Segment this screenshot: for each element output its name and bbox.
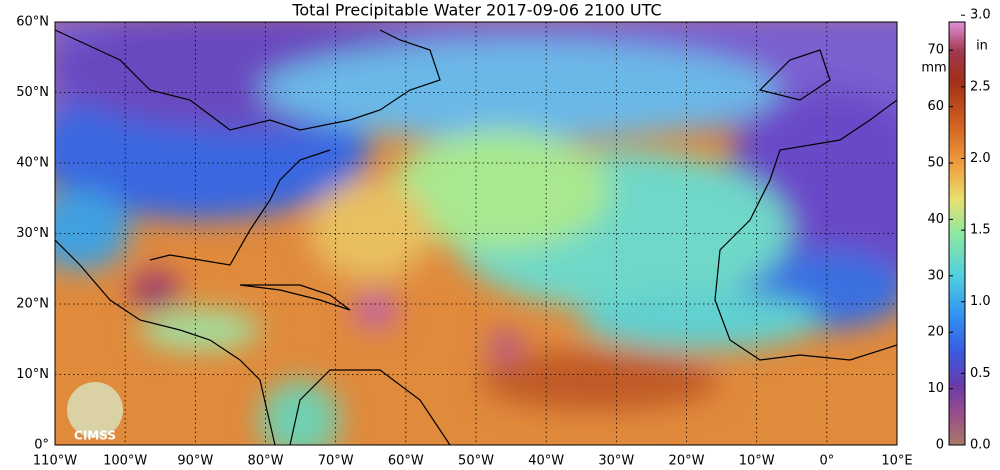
longitude-label: 60°W xyxy=(388,454,424,469)
mm-tick-label: 10 xyxy=(927,381,944,396)
mm-tick-label: 60 xyxy=(927,99,944,114)
logo-text: CIMSS xyxy=(74,429,116,443)
map-frame xyxy=(54,21,898,446)
coastlines xyxy=(55,29,897,445)
longitude-label: 90°W xyxy=(177,454,213,469)
longitude-label: 10°E xyxy=(881,454,912,469)
longitude-label: 100°W xyxy=(103,454,147,469)
mm-tick-label: 50 xyxy=(927,156,944,171)
in-tick-label: 3.0 xyxy=(970,8,991,23)
mm-tick-label: 70 xyxy=(927,43,944,58)
mm-tick-label: 20 xyxy=(927,325,944,340)
latitude-label: 30°N xyxy=(16,226,49,241)
longitude-label: 110°W xyxy=(33,454,77,469)
mm-tick-label: 40 xyxy=(927,212,944,227)
colorbar xyxy=(948,21,966,446)
longitude-label: 20°W xyxy=(669,454,705,469)
latitude-label: 60°N xyxy=(16,15,49,30)
in-tick-label: 1.0 xyxy=(970,294,991,309)
longitude-label: 70°W xyxy=(318,454,354,469)
longitude-label: 80°W xyxy=(248,454,284,469)
latitude-label: 0° xyxy=(34,438,49,453)
labels: 0° 10°N 20°N 30°N 40°N 50°N 60°N 110°W 100°W 90°W… xyxy=(16,8,990,469)
graticule xyxy=(55,22,897,445)
latitude-label: 40°N xyxy=(16,156,49,171)
in-tick-label: 2.5 xyxy=(970,79,991,94)
mm-tick-label: 0 xyxy=(936,438,944,453)
latitude-label: 50°N xyxy=(16,85,49,100)
in-unit: in xyxy=(976,39,988,54)
latitude-label: 10°N xyxy=(16,367,49,382)
longitude-label: 10°W xyxy=(739,454,775,469)
latitude-label: 20°N xyxy=(16,297,49,312)
mm-tick-label: 30 xyxy=(927,268,944,283)
in-tick-label: 0.0 xyxy=(970,438,991,453)
logo-badge xyxy=(67,382,123,438)
in-tick-label: 1.5 xyxy=(970,223,991,238)
mm-unit: mm xyxy=(921,61,946,76)
longitude-label: 50°W xyxy=(458,454,494,469)
in-tick-label: 0.5 xyxy=(970,366,991,381)
tpw-field xyxy=(55,22,897,445)
in-tick-label: 2.0 xyxy=(970,151,991,166)
longitude-label: 0° xyxy=(819,454,834,469)
longitude-label: 30°W xyxy=(598,454,634,469)
title: Total Precipitable Water 2017-09-06 2100… xyxy=(291,1,661,20)
longitude-label: 40°W xyxy=(528,454,564,469)
